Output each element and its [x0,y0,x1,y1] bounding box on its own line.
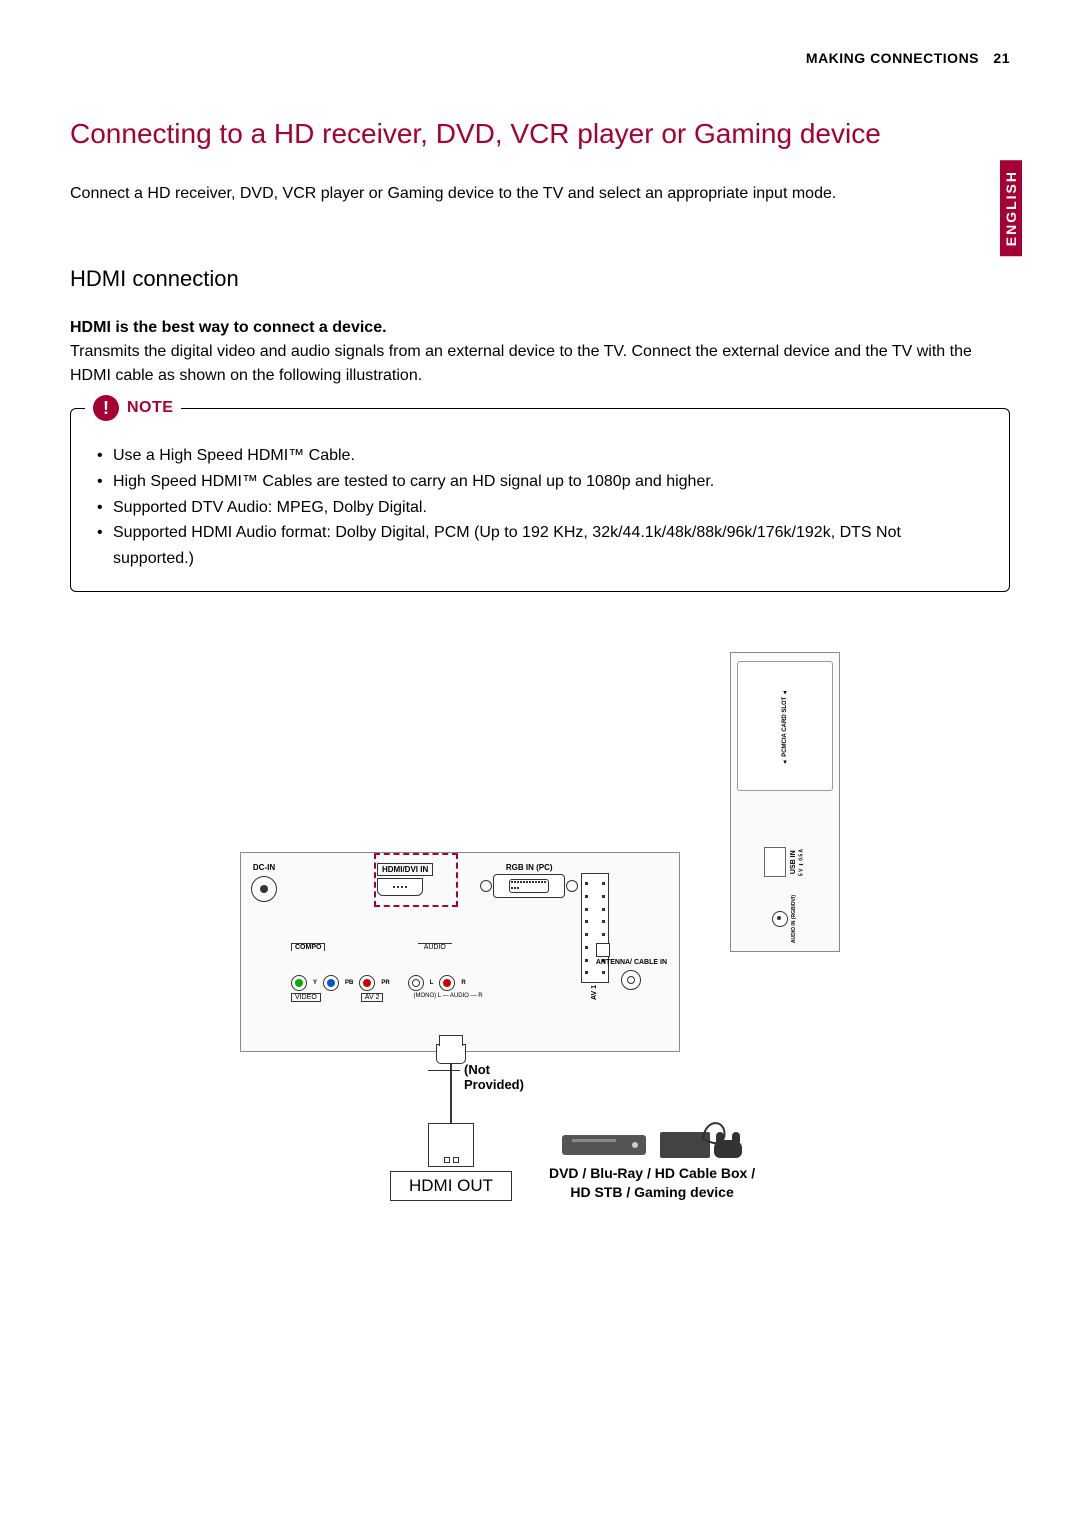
component-label: COMPO [291,943,325,951]
pb-label: PB [345,980,353,986]
language-tab: ENGLISH [1000,160,1022,256]
hdmi-description: Transmits the digital video and audio si… [70,340,1010,388]
antenna-small-icon [596,943,610,957]
pcmcia-slot: ▲ PCMCIA CARD SLOT ▲ [737,661,833,791]
rgb-port: RGB IN (PC) [493,863,565,898]
rca-l-icon [408,975,424,991]
audio-label: AUDIO [418,943,452,951]
hdmi-dvi-port: HDMI/DVI IN [377,863,433,896]
note-item: High Speed HDMI™ Cables are tested to ca… [95,469,985,495]
note-item: Use a High Speed HDMI™ Cable. [95,443,985,469]
r-label: R [461,980,465,986]
hdmi-cable: (Not Provided) HDMI OUT [390,1044,512,1201]
usb-sublabel: 5 V ⎓ 0.5 A [799,849,805,876]
usb-area: USB IN 5 V ⎓ 0.5 A AUDIO IN (RGB/DVI) [737,847,833,943]
rca-pr-icon [359,975,375,991]
rca-pb-icon [323,975,339,991]
hdmi-out-label: HDMI OUT [390,1171,512,1201]
antenna-port-icon [621,970,641,990]
vga-port-icon [493,874,565,898]
section-name: MAKING CONNECTIONS [806,50,979,66]
tv-back-panel: DC-IN HDMI/DVI IN RGB IN (PC) [240,852,680,1052]
note-icon: ! [93,395,119,421]
note-item: Supported HDMI Audio format: Dolby Digit… [95,520,985,571]
video-label: VIDEO [291,993,321,1002]
connection-diagram: ▲ PCMCIA CARD SLOT ▲ USB IN 5 V ⎓ 0.5 A [70,652,1010,1201]
note-list: Use a High Speed HDMI™ Cable. High Speed… [95,443,985,571]
hdmi-dvi-label: HDMI/DVI IN [377,863,433,876]
dvd-player-icon [562,1135,646,1155]
mono-audio-label: (MONO) L — AUDIO — R [413,993,482,1002]
rca-r-icon [439,975,455,991]
device-caption: DVD / Blu-Ray / HD Cable Box / HD STB / … [542,1164,762,1200]
hdmi-plug-bottom-icon [428,1123,474,1167]
y-label: Y [313,980,317,986]
dc-in-label: DC-IN [251,863,277,872]
antenna-block: ANTENNA/ CABLE IN [596,943,667,990]
av2-label: AV 2 [361,993,384,1002]
audio-jack-icon [772,911,788,927]
l-label: L [430,980,434,986]
antenna-label: ANTENNA/ CABLE IN [596,959,667,966]
page-number: 21 [993,50,1010,66]
note-item: Supported DTV Audio: MPEG, Dolby Digital… [95,495,985,521]
dc-in-icon [251,876,277,902]
hdmi-port-icon [377,878,423,896]
pcmcia-label: PCMCIA CARD SLOT [782,696,788,756]
note-box: ! NOTE Use a High Speed HDMI™ Cable. Hig… [70,408,1010,592]
pr-label: PR [381,980,389,986]
not-provided-label: (Not Provided) [464,1062,524,1092]
note-label: NOTE [127,399,173,417]
hdmi-bold-line: HDMI is the best way to connect a device… [70,316,1010,340]
stb-icon [660,1132,710,1158]
intro-text: Connect a HD receiver, DVD, VCR player o… [70,182,1010,206]
rgb-label: RGB IN (PC) [493,863,565,872]
page-header: MAKING CONNECTIONS 21 [70,50,1010,66]
external-devices: DVD / Blu-Ray / HD Cable Box / HD STB / … [542,1132,762,1200]
hdmi-plug-top-icon [436,1044,466,1064]
note-header: ! NOTE [85,395,181,421]
game-controller-icon [714,1140,742,1158]
dc-in-port: DC-IN [251,863,277,902]
tv-side-panel: ▲ PCMCIA CARD SLOT ▲ USB IN 5 V ⎓ 0.5 A [730,652,840,952]
usb-label: USB IN [790,850,797,874]
usb-port-icon [764,847,786,877]
page-title: Connecting to a HD receiver, DVD, VCR pl… [70,116,1010,152]
hdmi-heading: HDMI connection [70,266,1010,292]
audio-in-label: AUDIO IN (RGB/DVI) [792,895,798,943]
rca-y-icon [291,975,307,991]
